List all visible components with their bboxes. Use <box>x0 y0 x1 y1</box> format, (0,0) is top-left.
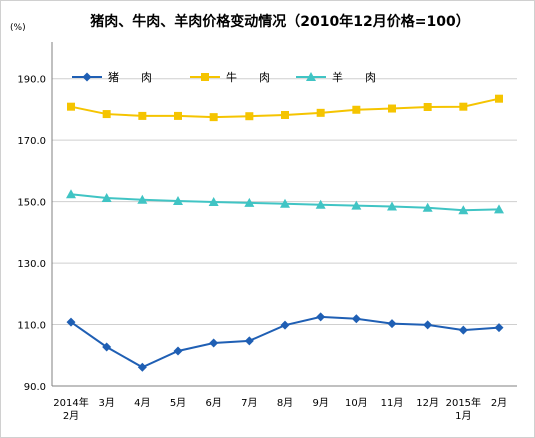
data-point <box>173 346 183 356</box>
series-0 <box>66 312 504 372</box>
data-point <box>101 192 112 202</box>
x-tick-label: 5月 <box>170 397 186 409</box>
y-tick-labels: 90.0 110.0 130.0 150.0 170.0 190.0 <box>17 75 46 393</box>
data-point <box>66 189 76 199</box>
data-point <box>315 199 326 209</box>
x-tick-label: 2月 <box>491 397 507 409</box>
data-point <box>244 336 254 346</box>
data-point <box>102 342 112 352</box>
data-point <box>244 197 255 207</box>
x-tick-label: 4月 <box>134 397 150 409</box>
x-tick-label: 12月 <box>416 397 439 409</box>
data-point <box>387 201 397 211</box>
legend-item-1: 牛 肉 <box>190 70 270 84</box>
y-tick-label: 110.0 <box>17 321 46 332</box>
data-point <box>388 104 396 113</box>
data-point <box>102 110 111 119</box>
data-point <box>137 362 147 372</box>
x-tick-labels: 2014年 2月 3月 4月 5月 6月 7月 8月 9月 10月 11月 12月 2015年 1月 2月 <box>53 396 507 422</box>
x-tick-label: 7月 <box>241 397 257 409</box>
data-point <box>458 205 469 215</box>
data-point <box>209 113 218 122</box>
data-point <box>316 312 326 322</box>
data-point <box>208 196 219 206</box>
x-tick-label: 10月 <box>345 397 368 409</box>
axes <box>51 42 517 387</box>
y-tick-label: 150.0 <box>17 198 46 209</box>
data-point <box>316 108 325 117</box>
series-1 <box>67 94 503 122</box>
x-tick-label: 3月 <box>98 397 114 409</box>
y-tick-label: 90.0 <box>24 382 46 393</box>
data-point <box>174 111 182 120</box>
y-tick-label: 190.0 <box>17 75 46 86</box>
legend-marker <box>201 73 209 81</box>
data-point <box>280 320 290 330</box>
y-tick-label: 130.0 <box>17 259 46 270</box>
legend-item-0: 猪 肉 <box>72 71 152 84</box>
series-group <box>66 94 504 372</box>
data-point <box>352 105 361 114</box>
data-point <box>422 202 433 212</box>
legend-item-2: 羊 肉 <box>296 70 376 84</box>
x-tick-label: 6月 <box>205 397 221 409</box>
x-tick-label: 2014年 2月 <box>53 396 88 422</box>
x-tick-label: 2015年 1月 <box>446 396 481 422</box>
data-point <box>209 338 219 348</box>
data-point <box>351 314 361 324</box>
x-tick-label: 8月 <box>277 397 293 409</box>
data-point <box>138 111 147 120</box>
y-tick-label: 170.0 <box>17 136 46 147</box>
data-point <box>280 198 290 208</box>
data-point <box>245 112 254 121</box>
data-point <box>423 320 433 330</box>
legend-marker <box>306 72 316 81</box>
data-point <box>423 102 432 111</box>
data-point <box>67 102 75 111</box>
data-point <box>495 94 503 103</box>
legend: 猪 肉牛 肉羊 肉 <box>72 70 376 84</box>
data-point <box>387 319 397 329</box>
unit-label: (%) <box>10 23 26 33</box>
data-point <box>458 325 468 335</box>
data-point <box>494 204 504 214</box>
legend-marker <box>82 72 92 82</box>
data-point <box>137 194 148 204</box>
legend-label: 羊 肉 <box>332 70 376 84</box>
series-2 <box>66 189 504 215</box>
data-point <box>281 110 289 119</box>
data-point <box>173 196 183 206</box>
x-tick-label: 9月 <box>312 397 328 409</box>
chart-title: 猪肉、牛肉、羊肉价格变动情况（2010年12月价格=100） <box>89 13 469 30</box>
data-point <box>351 200 362 210</box>
legend-label: 牛 肉 <box>226 70 270 84</box>
data-point <box>66 317 76 327</box>
legend-label: 猪 肉 <box>108 71 152 84</box>
data-point <box>494 323 504 333</box>
data-point <box>459 102 468 111</box>
x-tick-label: 11月 <box>381 397 404 409</box>
